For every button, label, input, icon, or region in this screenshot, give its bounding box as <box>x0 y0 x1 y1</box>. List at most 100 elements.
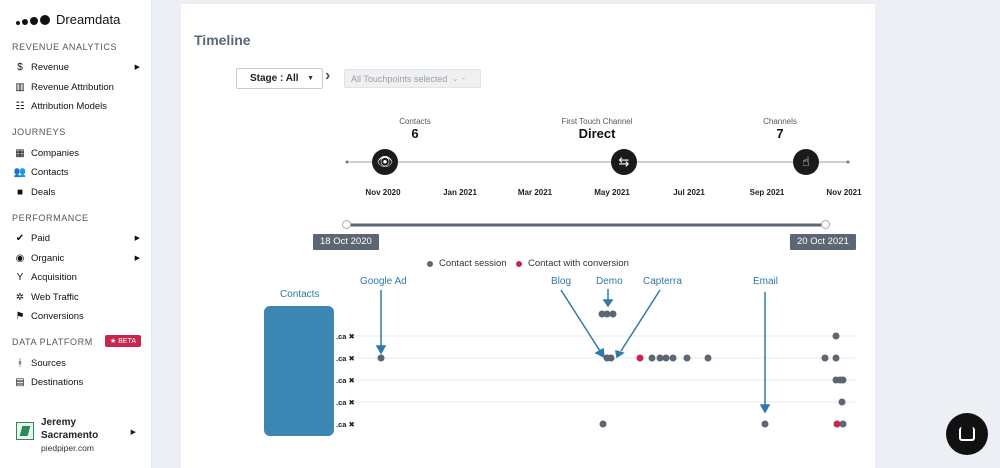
stat-first-touch-channel: First Touch Channel Direct <box>547 117 647 141</box>
sidebar-item-label: Paid <box>31 232 51 244</box>
stage-select[interactable]: Stage : All ▼ <box>236 68 323 89</box>
contact-row-suffix[interactable]: .ca ✖ <box>336 420 355 429</box>
sidebar: Dreamdata REVENUE ANALYTICS $ Revenue ▶ … <box>0 0 152 468</box>
legend-item-session: Contact session <box>427 258 507 269</box>
sidebar-item-revenue[interactable]: $ Revenue ▶ <box>14 59 142 75</box>
range-start-handle[interactable] <box>342 220 351 229</box>
contacts-redaction-block <box>264 306 334 436</box>
conversion-dot-icon <box>516 260 522 267</box>
model-icon: ☷ <box>15 100 25 112</box>
sidebar-item-sources[interactable]: ᚼ Sources <box>14 355 142 371</box>
touchpoints-select-value: All Touchpoints selected <box>351 73 448 84</box>
stage-select-value: Stage : All <box>250 73 299 84</box>
sidebar-item-label: Destinations <box>31 376 84 388</box>
caret-right-icon: ▶ <box>130 429 136 436</box>
section-journeys: JOURNEYS <box>12 127 66 137</box>
beta-badge-label: BETA <box>118 338 136 345</box>
caret-right-icon: ▶ <box>134 235 140 242</box>
briefcase-icon: ■ <box>16 186 24 198</box>
stat-value: 6 <box>411 126 419 141</box>
destination-icon: ▤ <box>15 376 25 388</box>
brand-name: Dreamdata <box>56 12 121 27</box>
touchpoints-select[interactable]: All Touchpoints selected ⌄ - <box>344 69 481 88</box>
sidebar-item-label: Companies <box>31 147 80 159</box>
sidebar-item-destinations[interactable]: ▤ Destinations <box>14 374 142 390</box>
contact-row-suffix[interactable]: .ca ✖ <box>336 354 355 363</box>
dreamdata-logo-icon <box>16 14 50 25</box>
month-label: Jul 2021 <box>673 188 705 197</box>
caret-down-icon: ▼ <box>307 75 314 82</box>
sidebar-item-label: Revenue Attribution <box>31 81 114 93</box>
page-title: Timeline <box>194 32 251 48</box>
sidebar-item-label: Sources <box>31 357 66 369</box>
check-circle-icon: ✔ <box>15 232 25 244</box>
network-icon: ✲ <box>15 291 25 303</box>
session-dot-icon <box>427 260 433 267</box>
sidebar-item-label: Contacts <box>31 166 69 178</box>
sidebar-item-revenue-attribution[interactable]: ▥ Revenue Attribution <box>14 79 142 95</box>
sidebar-item-attribution-models[interactable]: ☷ Attribution Models <box>14 98 142 114</box>
section-revenue-analytics: REVENUE ANALYTICS <box>12 42 118 52</box>
sidebar-item-companies[interactable]: ▦ Companies <box>14 145 142 161</box>
sidebar-item-label: Organic <box>31 252 65 264</box>
stat-channels: Channels 7 <box>750 117 810 141</box>
sidebar-item-web-traffic[interactable]: ✲ Web Traffic <box>14 289 142 305</box>
chat-button[interactable] <box>946 413 988 455</box>
flag-icon: ⚑ <box>15 310 25 322</box>
bar-chart-icon: ▥ <box>15 81 25 93</box>
caret-right-icon: ▶ <box>134 64 140 71</box>
sidebar-item-paid[interactable]: ✔ Paid ▶ <box>14 230 142 246</box>
stat-value: 7 <box>776 126 784 141</box>
sidebar-item-label: Conversions <box>31 310 84 322</box>
section-performance: PERFORMANCE <box>12 213 89 223</box>
month-label: Sep 2021 <box>749 188 785 197</box>
sidebar-item-label: Deals <box>31 186 56 198</box>
annotation-google-ad: Google Ad <box>360 276 407 287</box>
stat-value: Direct <box>578 126 616 141</box>
chat-icon <box>959 427 975 441</box>
contact-row-suffix[interactable]: .ca ✖ <box>336 332 355 341</box>
sidebar-item-conversions[interactable]: ⚑ Conversions <box>14 308 142 324</box>
sidebar-item-label: Revenue <box>31 61 70 73</box>
branch-icon: Y <box>16 271 24 283</box>
month-label: Nov 2021 <box>826 188 862 197</box>
eye-icon[interactable]: 👁 <box>372 149 398 175</box>
month-label: Nov 2020 <box>365 188 401 197</box>
chevron-right-icon: › <box>325 67 331 84</box>
cursor-click-icon[interactable]: ☝ <box>793 149 819 175</box>
sidebar-item-label: Attribution Models <box>31 100 108 112</box>
annotation-blog: Blog <box>551 276 572 287</box>
building-icon: ▦ <box>15 147 25 159</box>
sidebar-item-deals[interactable]: ■ Deals <box>14 184 142 200</box>
sidebar-item-acquisition[interactable]: Y Acquisition <box>14 269 142 285</box>
chevron-down-icon: ⌄ <box>452 75 459 83</box>
sidebar-item-contacts[interactable]: 👥 Contacts <box>14 164 142 180</box>
month-label: Mar 2021 <box>517 188 553 197</box>
org-avatar <box>16 422 34 440</box>
range-end-handle[interactable] <box>821 220 830 229</box>
contacts-annotation: Contacts <box>280 289 320 300</box>
annotation-email: Email <box>753 276 779 287</box>
sidebar-item-organic[interactable]: ◉ Organic ▶ <box>14 250 142 266</box>
sidebar-item-label: Acquisition <box>31 271 77 283</box>
stat-label: Channels <box>763 117 797 126</box>
brand[interactable]: Dreamdata <box>16 12 120 27</box>
section-data-platform: DATA PLATFORM <box>12 337 93 347</box>
legend-label: Contact with conversion <box>528 258 629 269</box>
range-end-date: 20 Oct 2021 <box>790 234 856 250</box>
users-icon: 👥 <box>13 166 27 178</box>
dollar-icon: $ <box>17 61 23 73</box>
sidebar-item-label: Web Traffic <box>31 291 79 303</box>
annotation-capterra: Capterra <box>643 276 682 287</box>
beta-badge: ★ BETA <box>105 335 141 347</box>
user-name: Jeremy Sacramento <box>41 417 99 441</box>
contact-row-suffix[interactable]: .ca ✖ <box>336 398 355 407</box>
pin-icon: ◉ <box>15 252 25 264</box>
dropdown-indicator-icon: - <box>462 74 465 83</box>
month-label: Jan 2021 <box>443 188 477 197</box>
caret-right-icon: ▶ <box>134 255 140 262</box>
direct-channel-icon[interactable]: ⇆ <box>611 149 637 175</box>
user-org: piedpiper.com <box>41 443 94 453</box>
contact-row-suffix[interactable]: .ca ✖ <box>336 376 355 385</box>
user-menu[interactable]: Jeremy Sacramento piedpiper.com ▶ <box>14 414 142 458</box>
